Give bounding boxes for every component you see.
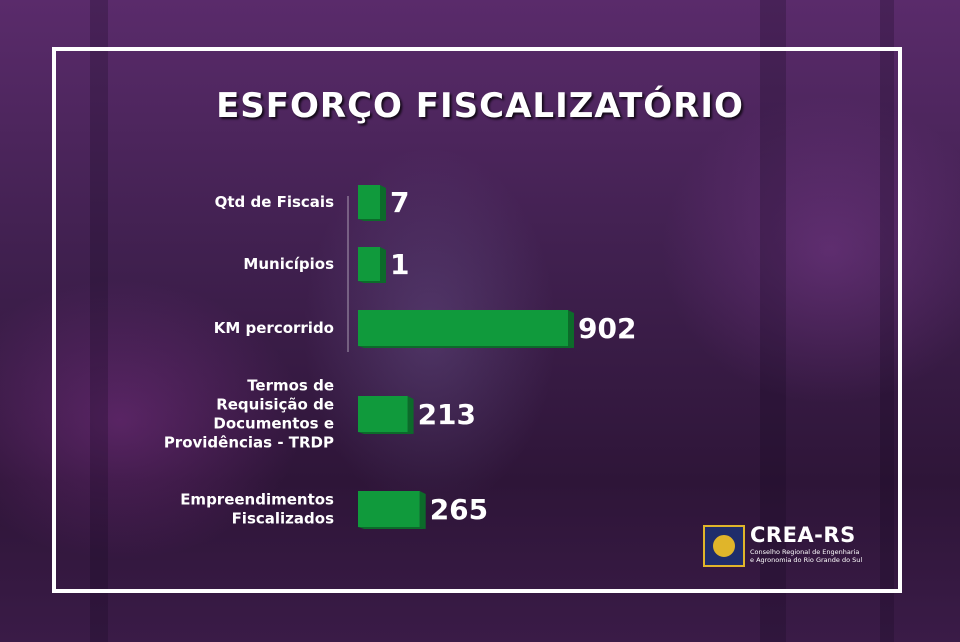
category-label: Empreendimentos Fiscalizados [180, 491, 334, 528]
data-label: 213 [418, 398, 476, 431]
bar [358, 491, 420, 527]
background-shade [90, 0, 108, 642]
white-frame [52, 47, 902, 593]
background-shade [880, 0, 894, 642]
bar [358, 310, 568, 346]
category-label: Qtd de Fiscais [215, 193, 334, 211]
crea-rs-logo: CREA-RS Conselho Regional de Engenharia … [703, 523, 883, 569]
bar-bottom [358, 219, 386, 221]
logo-name: CREA-RS [750, 523, 856, 547]
chart-title: ESFORÇO FISCALIZATÓRIO [216, 86, 744, 126]
category-label: Municípios [243, 255, 334, 273]
data-label: 1 [390, 248, 409, 281]
crea-seal-icon [703, 525, 745, 567]
bar [358, 396, 408, 432]
data-label: 7 [390, 186, 409, 219]
bar-bottom [358, 432, 414, 434]
bar-bottom [358, 281, 386, 283]
bar-side [380, 185, 386, 221]
logo-subtitle-1: Conselho Regional de Engenharia [750, 548, 860, 556]
bar-side [568, 310, 574, 348]
bar-side [407, 396, 414, 434]
data-label: 902 [578, 312, 636, 345]
category-label: Termos de Requisição de Documentos e Provid… [164, 377, 334, 452]
data-label: 265 [430, 493, 488, 526]
bar-bottom [358, 346, 574, 348]
category-label: KM percorrido [214, 319, 334, 337]
logo-subtitle-2: e Agronomia do Rio Grande do Sul [750, 556, 863, 564]
bar-side [419, 491, 426, 529]
background-shade [760, 0, 786, 642]
bar [358, 247, 380, 281]
bar-bottom [358, 527, 426, 529]
bar-side [380, 247, 386, 283]
bar [358, 185, 380, 219]
